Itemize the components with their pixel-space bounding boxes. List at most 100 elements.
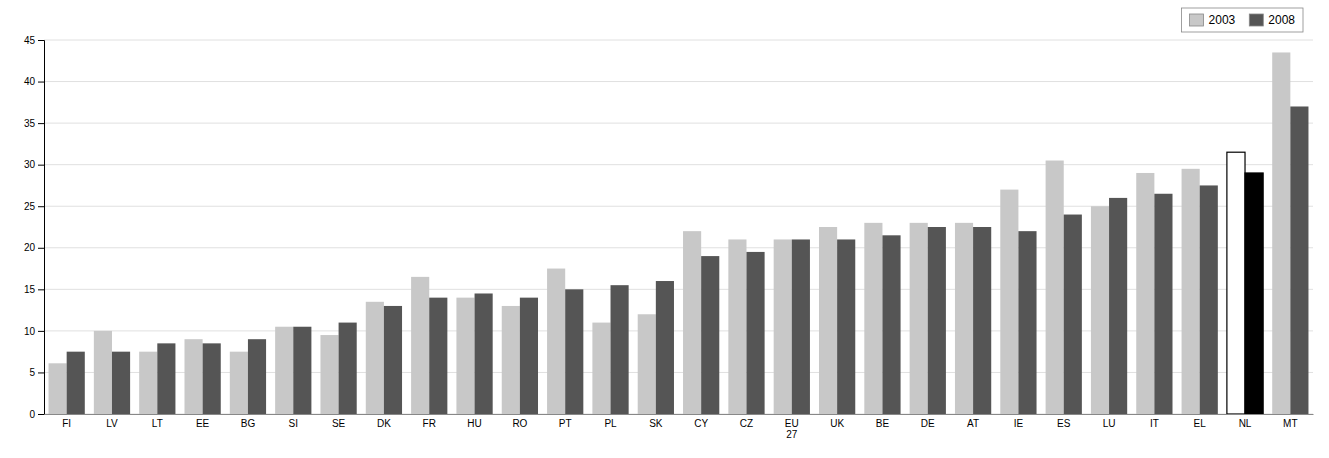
bar bbox=[230, 352, 248, 414]
x-tick-label-line: LV bbox=[106, 418, 118, 429]
y-tick-label: 10 bbox=[24, 326, 36, 337]
bar bbox=[339, 323, 357, 414]
bar bbox=[429, 298, 447, 414]
x-tick-label: LT bbox=[152, 418, 163, 429]
x-tick-label: DE bbox=[921, 418, 935, 429]
x-tick-label: SI bbox=[289, 418, 298, 429]
x-axis-line bbox=[45, 414, 1314, 415]
bar bbox=[837, 239, 855, 414]
bar bbox=[1245, 173, 1263, 414]
x-tick: DK bbox=[377, 418, 391, 429]
x-tick: UK bbox=[830, 418, 844, 429]
y-tick-label: 20 bbox=[24, 242, 36, 253]
y-tick-mark bbox=[38, 206, 44, 207]
bar bbox=[157, 343, 175, 414]
bar bbox=[184, 339, 202, 414]
legend-swatch bbox=[1249, 14, 1263, 26]
y-tick: 45 bbox=[24, 35, 44, 46]
x-tick-label-line: MT bbox=[1283, 418, 1297, 429]
x-tick: RO bbox=[512, 418, 527, 429]
y-axis-line bbox=[38, 41, 45, 415]
bar bbox=[1182, 169, 1200, 414]
x-tick-label: SK bbox=[649, 418, 663, 429]
x-tick-label: NL bbox=[1239, 418, 1252, 429]
x-tick-label: EU27 bbox=[785, 418, 799, 440]
bar bbox=[1109, 198, 1127, 414]
bar bbox=[1000, 190, 1018, 414]
y-tick-mark bbox=[38, 40, 44, 41]
y-tick-mark bbox=[38, 414, 44, 415]
legend-label: 2008 bbox=[1268, 13, 1295, 27]
y-tick: 20 bbox=[24, 242, 44, 253]
legend-frame bbox=[1182, 8, 1303, 32]
x-tick-label-line: NL bbox=[1239, 418, 1252, 429]
x-tick: EU27 bbox=[785, 418, 799, 440]
bar bbox=[1064, 215, 1082, 414]
x-tick: BE bbox=[876, 418, 890, 429]
y-tick-label: 40 bbox=[24, 76, 36, 87]
x-tick-label: AT bbox=[967, 418, 979, 429]
bar bbox=[384, 306, 402, 414]
bar bbox=[1154, 194, 1172, 414]
x-tick-label-line: IE bbox=[1014, 418, 1024, 429]
x-tick-label: SE bbox=[332, 418, 346, 429]
bar bbox=[502, 306, 520, 414]
x-tick: ES bbox=[1057, 418, 1071, 429]
grid-line bbox=[44, 164, 1313, 165]
x-tick: IE bbox=[1014, 418, 1024, 429]
x-tick-label: PL bbox=[604, 418, 617, 429]
bar bbox=[973, 227, 991, 414]
bar bbox=[67, 352, 85, 414]
bar bbox=[139, 352, 157, 414]
y-tick-mark bbox=[38, 82, 44, 83]
x-tick-label-line: EL bbox=[1194, 418, 1207, 429]
bar-series bbox=[67, 106, 1309, 414]
bar bbox=[1200, 185, 1218, 414]
bar bbox=[275, 327, 293, 414]
x-tick: EE bbox=[196, 418, 210, 429]
bar bbox=[928, 227, 946, 414]
y-tick-label: 0 bbox=[29, 409, 35, 420]
bar bbox=[910, 223, 928, 414]
y-tick: 15 bbox=[24, 284, 44, 295]
x-tick-label-line: LU bbox=[1103, 418, 1116, 429]
bar bbox=[411, 277, 429, 414]
bar bbox=[475, 293, 493, 414]
x-tick-label-line: RO bbox=[512, 418, 527, 429]
plot: 051015202530354045FILVLTEEBGSISEDKFRHURO… bbox=[24, 35, 1314, 440]
bar bbox=[819, 227, 837, 414]
y-axis: 051015202530354045 bbox=[24, 35, 45, 420]
bar bbox=[1272, 52, 1290, 414]
x-tick-label-line: LT bbox=[152, 418, 163, 429]
x-tick-label: ES bbox=[1057, 418, 1071, 429]
x-tick: LT bbox=[152, 418, 163, 429]
legend: 2003 2008 bbox=[1182, 8, 1303, 32]
legend-label: 2003 bbox=[1209, 13, 1236, 27]
x-tick: CY bbox=[694, 418, 708, 429]
x-tick: MT bbox=[1283, 418, 1297, 429]
legend-item: 2008 bbox=[1249, 13, 1295, 27]
x-tick: AT bbox=[967, 418, 979, 429]
y-tick: 25 bbox=[24, 201, 44, 212]
x-tick: SE bbox=[332, 418, 346, 429]
y-tick-mark bbox=[38, 331, 44, 332]
grid-line bbox=[44, 40, 1313, 41]
x-tick-label: LU bbox=[1103, 418, 1116, 429]
bar bbox=[1091, 206, 1109, 414]
bar bbox=[320, 335, 338, 414]
x-tick: FI bbox=[62, 418, 71, 429]
x-tick-label: RO bbox=[512, 418, 527, 429]
x-tick: DE bbox=[921, 418, 935, 429]
bar bbox=[248, 339, 266, 414]
grid-line bbox=[44, 81, 1313, 82]
y-tick: 30 bbox=[24, 159, 44, 170]
grid-line bbox=[44, 123, 1313, 124]
y-tick-label: 5 bbox=[29, 367, 35, 378]
x-tick: FR bbox=[423, 418, 436, 429]
x-tick-label: BE bbox=[876, 418, 890, 429]
bar bbox=[1290, 106, 1308, 414]
y-tick-label: 25 bbox=[24, 201, 36, 212]
y-tick-label: 15 bbox=[24, 284, 36, 295]
x-tick: SI bbox=[289, 418, 298, 429]
y-tick-mark bbox=[38, 289, 44, 290]
